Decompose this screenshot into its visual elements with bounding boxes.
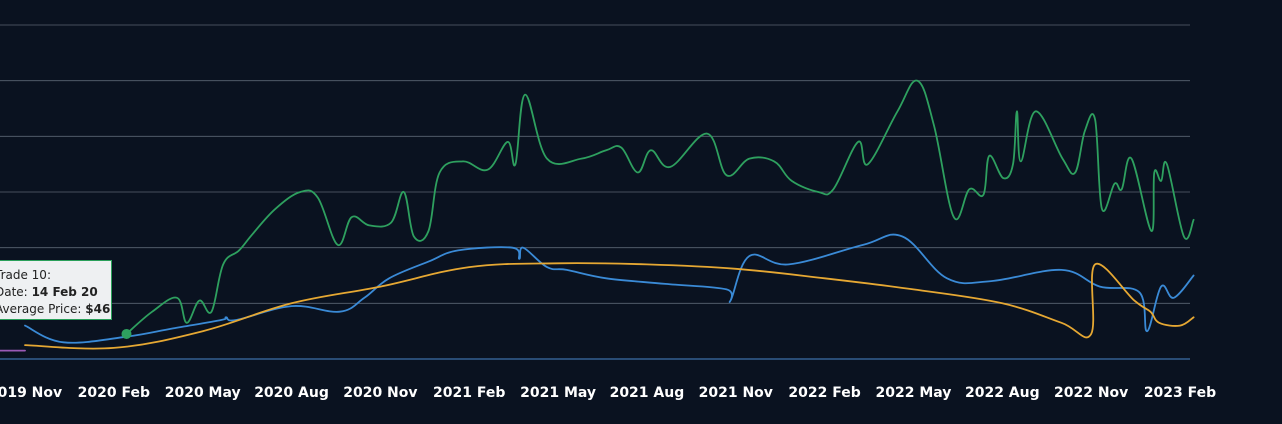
x-tick-label: 2021 Feb [433, 385, 505, 401]
highlight-point[interactable] [121, 328, 132, 339]
x-tick-label: 2021 Aug [610, 385, 685, 401]
tooltip-date-row: Date: 14 Feb 20 [0, 284, 111, 301]
tooltip-date-label: Date: [0, 285, 28, 299]
grid-lines [0, 24, 1190, 360]
x-tick-label: 2023 Feb [1144, 385, 1216, 401]
series-layer [0, 79, 1195, 352]
x-tick-label: 2021 May [520, 385, 596, 401]
series-line-2 [24, 233, 1195, 344]
tooltip-price-label: Average Price: [0, 302, 82, 316]
x-tick-label: 2020 Nov [343, 385, 417, 401]
tooltip-date-value: 14 Feb 20 [31, 285, 98, 299]
x-tick-label: 2021 Nov [699, 385, 773, 401]
x-tick-label: 2020 Aug [254, 385, 329, 401]
series-line-3 [24, 262, 1195, 350]
series-line-1 [125, 79, 1195, 335]
x-tick-label: 2022 May [876, 385, 952, 401]
x-tick-label: 2019 Nov [0, 385, 62, 401]
x-tick-label: 2022 Nov [1054, 385, 1128, 401]
highlight-layer [121, 328, 132, 339]
x-tick-label: 2022 Feb [788, 385, 860, 401]
tooltip-title: Trade 10: [0, 268, 51, 282]
tooltip-price-value: $46 [85, 302, 111, 316]
x-tick-label: 2020 May [165, 385, 241, 401]
tooltip-price-row: Average Price: $46 [0, 301, 111, 318]
x-axis-ticks: 2019 Nov 2020 Feb 2020 May 2020 Aug 2020 Nov… [0, 385, 1216, 401]
x-tick-label: 2020 Feb [78, 385, 150, 401]
trade-tooltip: Trade 10: Date: 14 Feb 20 Average Price:… [0, 260, 112, 320]
x-tick-label: 2022 Aug [965, 385, 1040, 401]
